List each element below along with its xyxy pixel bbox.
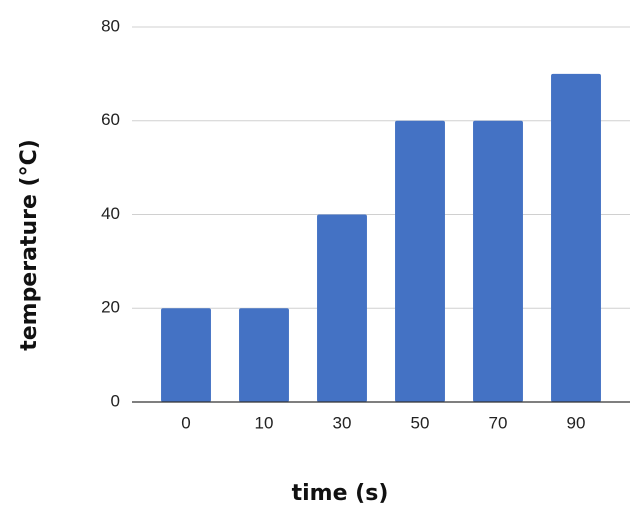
y-tick-label: 80 <box>101 16 120 35</box>
y-tick-label: 0 <box>111 391 120 410</box>
x-tick-label: 90 <box>567 413 586 432</box>
y-tick-label: 40 <box>101 204 120 223</box>
y-tick-label: 60 <box>101 110 120 129</box>
y-axis-title: temperature (°C) <box>17 139 42 351</box>
y-tick-label: 20 <box>101 298 120 317</box>
x-tick-label: 0 <box>181 413 190 432</box>
x-tick-label: 30 <box>333 413 352 432</box>
x-tick-label: 70 <box>489 413 508 432</box>
bar <box>317 214 367 402</box>
bar <box>161 308 211 402</box>
bar <box>395 120 445 402</box>
bar <box>473 120 523 402</box>
bar <box>551 73 601 402</box>
x-tick-label: 10 <box>255 413 274 432</box>
x-axis-title: time (s) <box>292 481 389 506</box>
x-tick-label: 50 <box>411 413 430 432</box>
bar <box>239 308 289 402</box>
